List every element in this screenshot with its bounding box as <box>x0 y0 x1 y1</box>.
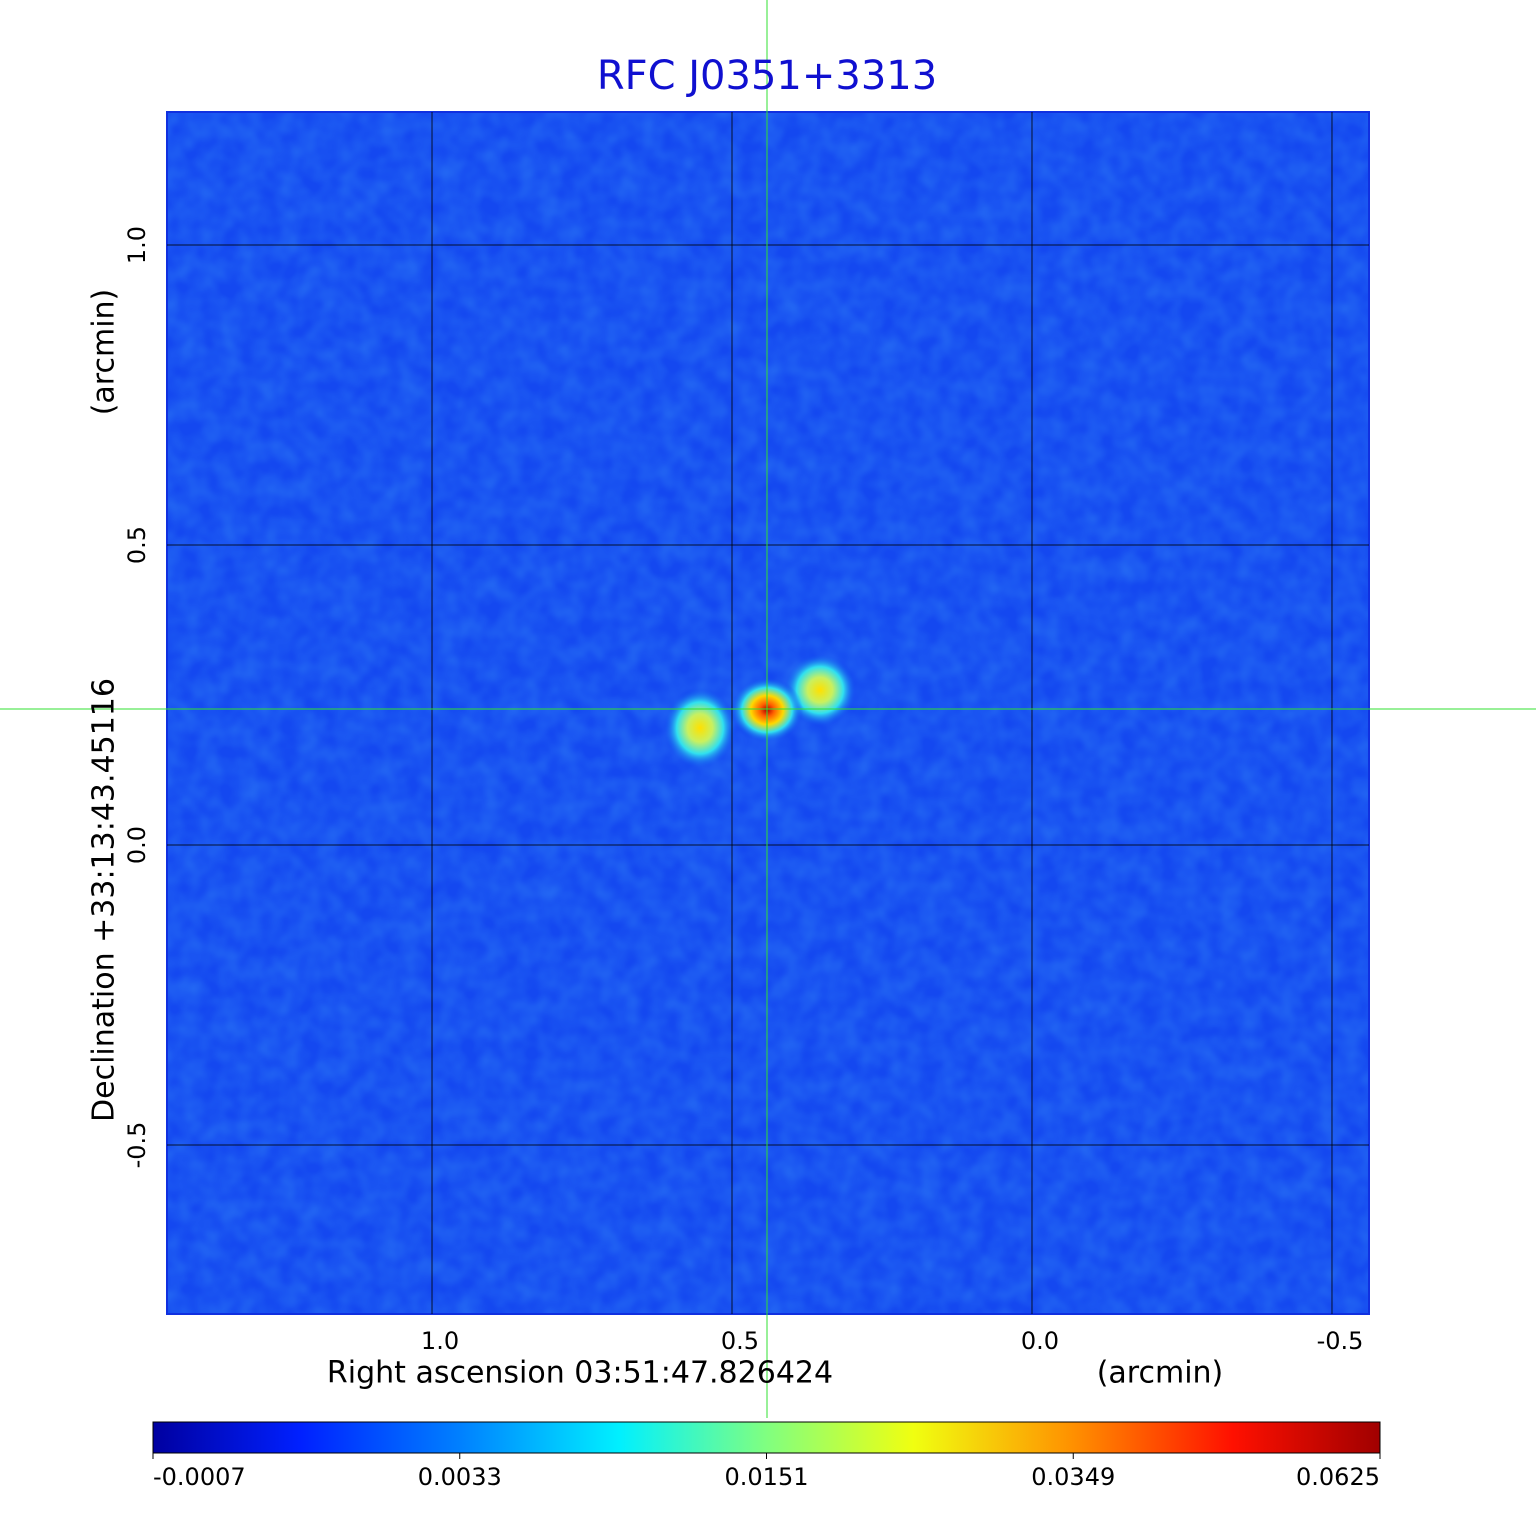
y-tick-label: -0.5 <box>123 1122 151 1169</box>
colorbar-tick-label: 0.0151 <box>725 1463 809 1491</box>
image <box>166 111 1370 1315</box>
x-tick-label: 0.0 <box>1021 1327 1059 1355</box>
x-tick-label: -0.5 <box>1317 1327 1364 1355</box>
colorbar <box>152 1421 1381 1454</box>
colorbar-tick-label: 0.0033 <box>418 1463 502 1491</box>
y-axis-unit: (arcmin) <box>87 289 122 416</box>
x-tick-label: 0.5 <box>721 1327 759 1355</box>
colorbar-tick-label: -0.0007 <box>153 1463 246 1491</box>
colorbar-tick-label: 0.0625 <box>1296 1463 1380 1491</box>
y-tick-label: 1.0 <box>123 226 151 264</box>
y-tick-label: 0.5 <box>123 526 151 564</box>
colorbar-tick-label: 0.0349 <box>1031 1463 1115 1491</box>
source-component <box>664 688 736 768</box>
x-axis-unit: (arcmin) <box>1097 1356 1224 1391</box>
plot-frame <box>166 111 1370 1315</box>
chart-title: RFC J0351+3313 <box>597 53 937 99</box>
y-axis-label: Declination +33:13:43.45116 <box>87 678 122 1122</box>
y-tick-label: 0.0 <box>123 826 151 864</box>
x-tick-label: 1.0 <box>421 1327 459 1355</box>
x-axis-label: Right ascension 03:51:47.826424 <box>327 1356 833 1391</box>
